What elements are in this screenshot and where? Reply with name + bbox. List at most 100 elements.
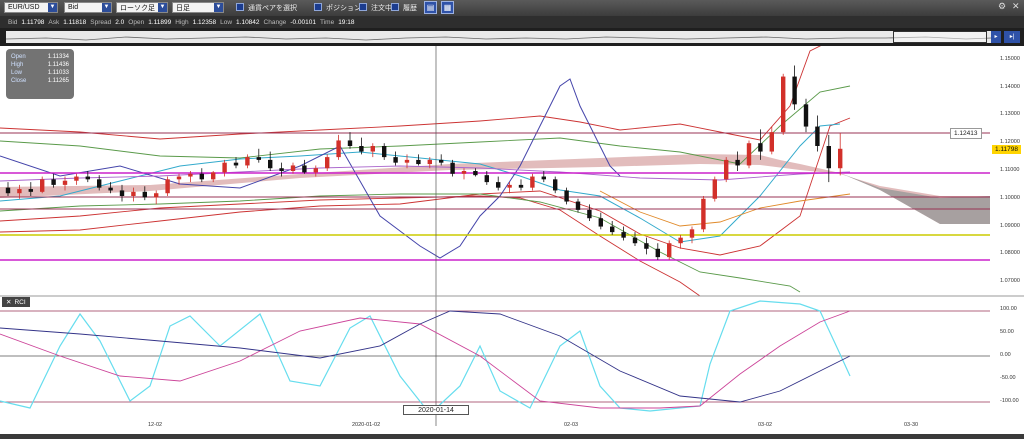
candle[interactable] <box>5 182 11 196</box>
candle[interactable] <box>188 171 193 183</box>
candle[interactable] <box>427 157 432 169</box>
history-checkbox[interactable] <box>391 3 399 11</box>
candle[interactable] <box>621 226 626 241</box>
candle[interactable] <box>461 168 467 180</box>
candle[interactable] <box>154 190 159 205</box>
candle[interactable] <box>313 165 318 177</box>
candle[interactable] <box>222 159 227 177</box>
symbol-select[interactable]: EUR/USD ▼ <box>4 2 58 13</box>
candle[interactable] <box>838 133 843 176</box>
candle[interactable] <box>290 162 296 174</box>
candle[interactable] <box>325 154 330 171</box>
candle[interactable] <box>803 98 809 133</box>
candle[interactable] <box>530 173 535 191</box>
candle[interactable] <box>40 176 45 194</box>
candle[interactable] <box>165 176 170 196</box>
candle[interactable] <box>758 129 763 160</box>
candle[interactable] <box>74 173 79 185</box>
candle[interactable] <box>245 154 250 169</box>
candle[interactable] <box>575 198 581 213</box>
candle[interactable] <box>712 176 717 202</box>
candle[interactable] <box>51 173 56 188</box>
print-button[interactable]: ▦ <box>441 1 454 14</box>
candle[interactable] <box>667 240 672 260</box>
time-label: Time <box>319 18 335 26</box>
candle[interactable] <box>416 154 421 166</box>
navigator-window[interactable] <box>893 31 987 43</box>
candle[interactable] <box>108 182 113 194</box>
candle[interactable] <box>610 221 615 235</box>
candle[interactable] <box>792 65 797 110</box>
candle[interactable] <box>302 159 307 174</box>
save-image-button[interactable]: ▤ <box>424 1 437 14</box>
candle[interactable] <box>279 162 284 177</box>
candle[interactable] <box>632 232 638 246</box>
candle[interactable] <box>382 143 387 160</box>
candle[interactable] <box>484 171 489 185</box>
candle[interactable] <box>404 154 410 169</box>
candle[interactable] <box>97 175 102 191</box>
candle[interactable] <box>450 159 455 177</box>
candle[interactable] <box>142 186 147 201</box>
candle[interactable] <box>553 176 558 194</box>
candle[interactable] <box>507 182 512 194</box>
candle[interactable] <box>131 187 136 202</box>
candle[interactable] <box>746 140 752 169</box>
candle[interactable] <box>199 168 204 183</box>
candle[interactable] <box>359 137 364 155</box>
candle[interactable] <box>678 234 683 249</box>
candle[interactable] <box>701 196 706 233</box>
candle[interactable] <box>347 132 353 149</box>
spread-value: 2.0 <box>115 18 125 26</box>
candle[interactable] <box>587 204 592 221</box>
ohlc-close-label: Close <box>11 78 27 84</box>
candle[interactable] <box>518 179 524 191</box>
rci-indicator-label[interactable]: ✕ RCI <box>2 297 30 307</box>
candle[interactable] <box>496 176 501 191</box>
candle[interactable] <box>598 212 603 230</box>
candle[interactable] <box>564 187 569 205</box>
orders-checkbox[interactable] <box>359 3 367 11</box>
candle[interactable] <box>815 115 820 152</box>
gear-icon[interactable]: ⚙ <box>998 1 1007 11</box>
candle[interactable] <box>655 243 660 260</box>
candle[interactable] <box>119 184 125 202</box>
period-select[interactable]: 日足 ▼ <box>172 2 224 13</box>
close-icon[interactable]: ✕ <box>6 299 12 306</box>
candle[interactable] <box>393 151 398 166</box>
candle[interactable] <box>644 237 649 255</box>
chart-type-select[interactable]: ローソク足 ▼ <box>116 2 168 13</box>
select-pair-checkbox[interactable] <box>236 3 244 11</box>
price-type-select[interactable]: Bid ▼ <box>64 2 112 13</box>
chart-area[interactable] <box>0 40 1024 434</box>
candle-body <box>313 168 318 173</box>
candle[interactable] <box>211 171 216 183</box>
candle[interactable] <box>439 154 444 166</box>
position-checkbox[interactable] <box>314 3 322 11</box>
candle[interactable] <box>689 226 695 244</box>
candle[interactable] <box>256 148 261 163</box>
candle[interactable] <box>17 184 22 199</box>
chevron-down-icon: ▼ <box>214 3 223 12</box>
candle[interactable] <box>28 182 33 196</box>
navigator-track[interactable] <box>5 31 992 43</box>
navigator-scroll-button[interactable]: ▸ <box>991 31 1001 43</box>
candle[interactable] <box>85 171 90 183</box>
candlestick-chart[interactable] <box>0 40 1024 434</box>
candle[interactable] <box>473 168 478 177</box>
candle[interactable] <box>781 73 786 135</box>
navigator-end-button[interactable]: ▸| <box>1004 31 1020 43</box>
candle[interactable] <box>724 157 729 183</box>
candle[interactable] <box>735 151 740 171</box>
candle[interactable] <box>826 134 831 183</box>
candle-body <box>496 182 501 188</box>
candle[interactable] <box>769 126 774 155</box>
candle[interactable] <box>268 151 273 171</box>
candle[interactable] <box>541 171 546 183</box>
candle[interactable] <box>62 176 68 191</box>
candle[interactable] <box>176 173 182 185</box>
close-icon[interactable]: ✕ <box>1012 1 1020 11</box>
candle[interactable] <box>370 143 375 158</box>
candle[interactable] <box>233 157 239 169</box>
candle[interactable] <box>336 134 341 160</box>
